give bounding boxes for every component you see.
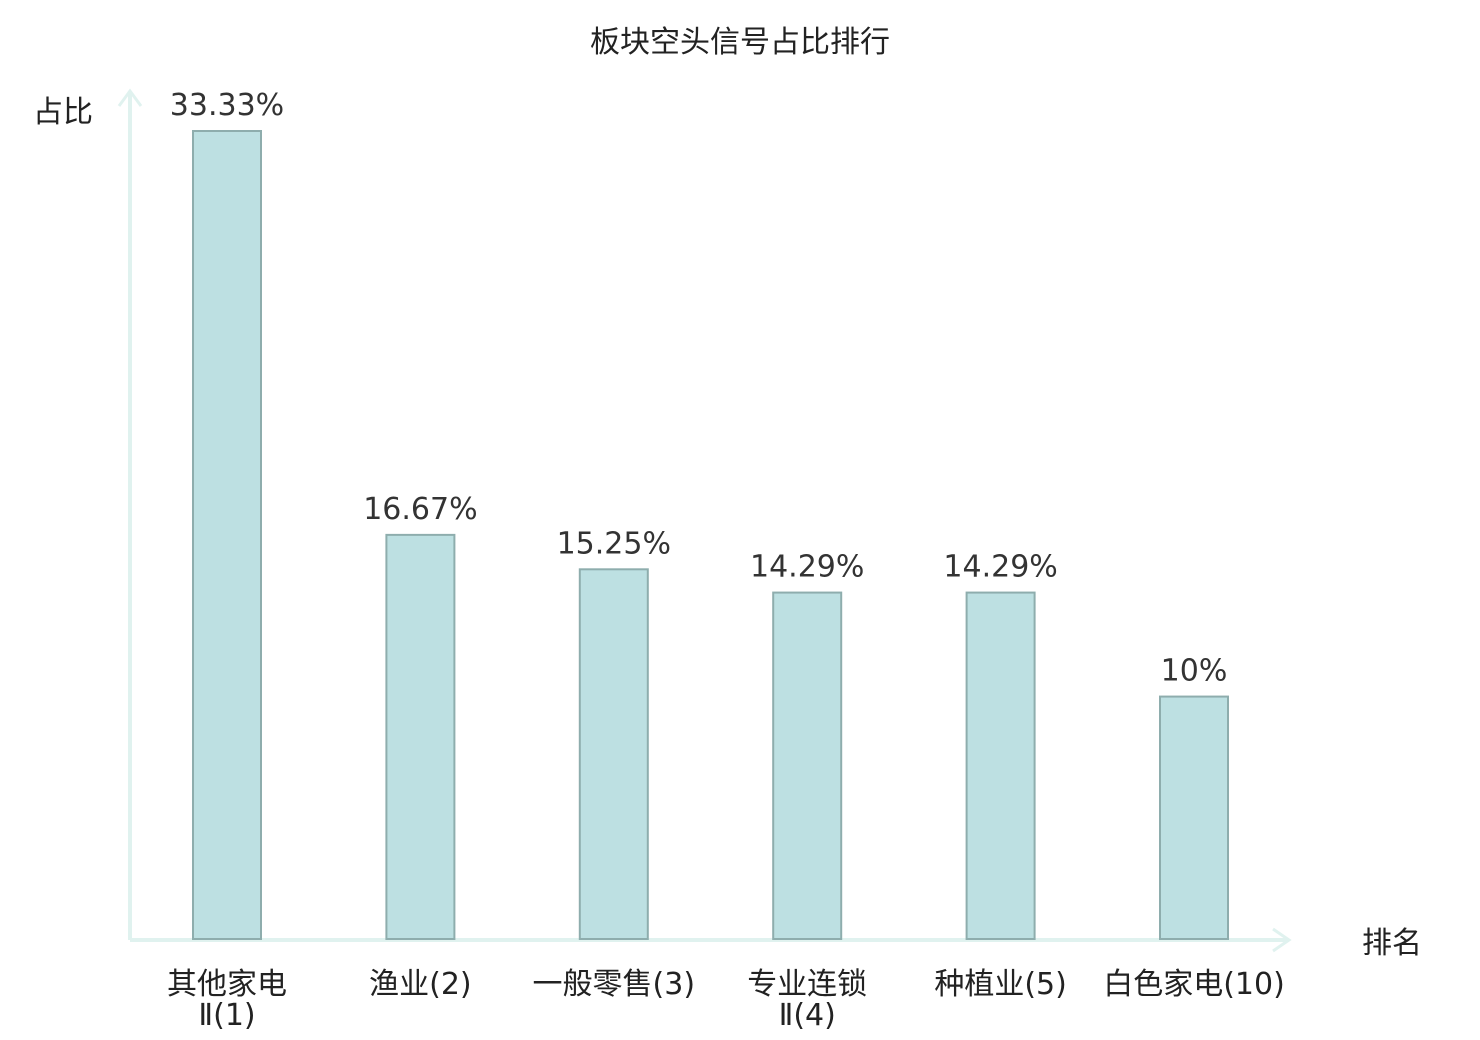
bar: [1159, 695, 1229, 940]
data-label: 33.33%: [170, 88, 284, 123]
category-label: 渔业(2): [369, 967, 472, 1002]
category-label: 种植业(5): [934, 967, 1067, 1002]
x-axis-arrow: [1272, 927, 1292, 953]
bar: [772, 591, 843, 940]
bar: [965, 591, 1036, 940]
category-label: 一般零售(3): [533, 967, 696, 1002]
data-label: 15.25%: [557, 526, 671, 561]
category-label: 其他家电: [167, 967, 287, 1002]
bar: [578, 568, 649, 940]
category-label-line2: Ⅱ(4): [779, 998, 836, 1033]
data-label: 14.29%: [750, 550, 864, 585]
data-label: 16.67%: [363, 492, 477, 527]
category-label: 白色家电(10): [1103, 967, 1285, 1002]
y-axis-label: 占比: [33, 95, 93, 130]
data-label: 14.29%: [943, 550, 1057, 585]
x-axis-label: 排名: [1362, 926, 1422, 961]
category-label-line2: Ⅱ(1): [198, 998, 255, 1033]
bar: [192, 130, 262, 940]
y-axis-arrow: [117, 88, 143, 107]
data-label: 10%: [1161, 654, 1228, 689]
bar: [385, 533, 456, 940]
category-label: 专业连锁: [747, 967, 867, 1002]
chart-title: 板块空头信号占比排行: [590, 25, 890, 60]
